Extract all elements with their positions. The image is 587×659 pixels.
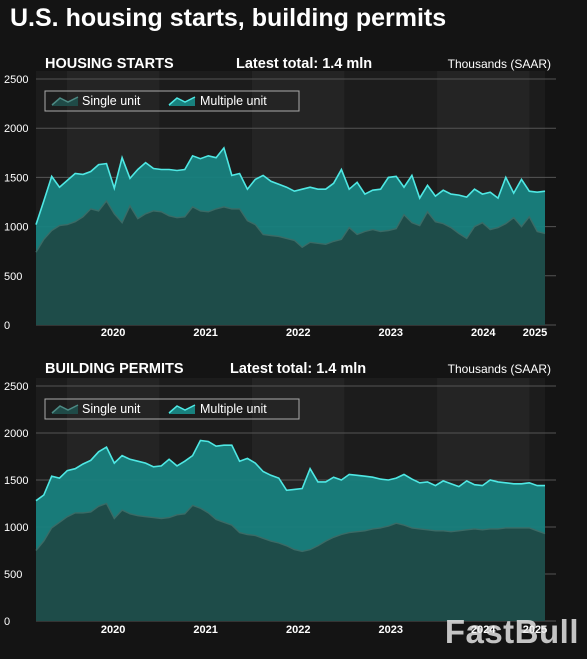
multiple-unit-line <box>35 439 545 502</box>
legend-swatch-multiple-fill <box>169 97 195 106</box>
fastbull-watermark: FastBull <box>444 613 579 650</box>
legend-swatch-multiple <box>168 96 196 106</box>
y-tick-label: 2500 <box>4 74 28 86</box>
y-tick-label: 2000 <box>4 428 28 440</box>
x-tick-label: 2020 <box>101 624 125 636</box>
y-tick-label: 2500 <box>4 381 28 393</box>
legend-swatch-single <box>51 404 79 414</box>
single-unit-line <box>35 199 546 253</box>
legend-swatch-multiple-stroke <box>168 96 196 106</box>
multiple-unit-line <box>35 146 546 225</box>
x-tick-label: 2022 <box>286 327 310 339</box>
single-unit-line <box>35 502 546 553</box>
single-unit-area <box>36 201 545 325</box>
legend: Single unit Multiple unit <box>44 90 300 112</box>
legend-swatch-multiple-fill <box>169 405 195 414</box>
series-areas <box>35 439 546 621</box>
housing-starts-chart: 0 500 1000 1500 2000 2500 2020 2021 2022 2023 2024… <box>0 55 587 347</box>
x-tick-label: 2021 <box>193 327 217 339</box>
x-tick-label: 2023 <box>379 327 403 339</box>
y-tick-label: 1000 <box>4 222 28 234</box>
unit-label: Thousands (SAAR) <box>448 57 551 71</box>
y-tick-label: 500 <box>4 569 22 581</box>
x-tick-label: 2022 <box>286 624 310 636</box>
legend-swatch-multiple <box>168 404 196 414</box>
x-tick-label: 2024 <box>471 327 496 339</box>
legend-swatch-single-fill <box>52 97 78 106</box>
x-tick-label: 2024 <box>471 624 496 636</box>
x-tick-label: 2021 <box>193 624 217 636</box>
x-tick-label: 2023 <box>379 624 403 636</box>
building-permits-chart: 0 500 1000 1500 2000 2500 2020 2021 2022 2023 2024… <box>0 356 587 656</box>
y-tick-label: 0 <box>4 616 10 628</box>
legend-label-multiple: Multiple unit <box>200 402 267 416</box>
x-tick-label: 2020 <box>101 327 125 339</box>
unit-label: Thousands (SAAR) <box>448 362 551 376</box>
legend-label-single: Single unit <box>82 402 141 416</box>
y-tick-label: 1500 <box>4 475 28 487</box>
chart-subtitle: Latest total: 1.4 mln <box>230 361 366 377</box>
series-areas <box>35 146 546 325</box>
y-tick-label: 1500 <box>4 172 28 184</box>
legend-box <box>44 398 300 420</box>
chart-subtitle: Latest total: 1.4 mln <box>236 56 372 72</box>
legend-swatch-single-stroke <box>51 96 79 106</box>
page-title: U.S. housing starts, building permits <box>10 4 447 32</box>
legend-swatch-single-fill <box>52 405 78 414</box>
legend-swatch-multiple-stroke <box>168 404 196 414</box>
legend: Single unit Multiple unit <box>44 398 300 420</box>
y-tick-label: 0 <box>4 320 10 332</box>
legend-label-multiple: Multiple unit <box>200 94 267 108</box>
y-tick-label: 2000 <box>4 123 28 135</box>
y-tick-label: 500 <box>4 271 22 283</box>
legend-label-single: Single unit <box>82 94 141 108</box>
y-tick-label: 1000 <box>4 522 28 534</box>
legend-box <box>44 90 300 112</box>
chart-title: HOUSING STARTS <box>45 56 174 72</box>
legend-swatch-single <box>51 96 79 106</box>
chart-title: BUILDING PERMITS <box>45 361 184 377</box>
single-unit-area <box>36 503 545 621</box>
x-tick-label: 2025 <box>523 624 547 636</box>
legend-swatch-single-stroke <box>51 404 79 414</box>
x-tick-label: 2025 <box>523 327 547 339</box>
